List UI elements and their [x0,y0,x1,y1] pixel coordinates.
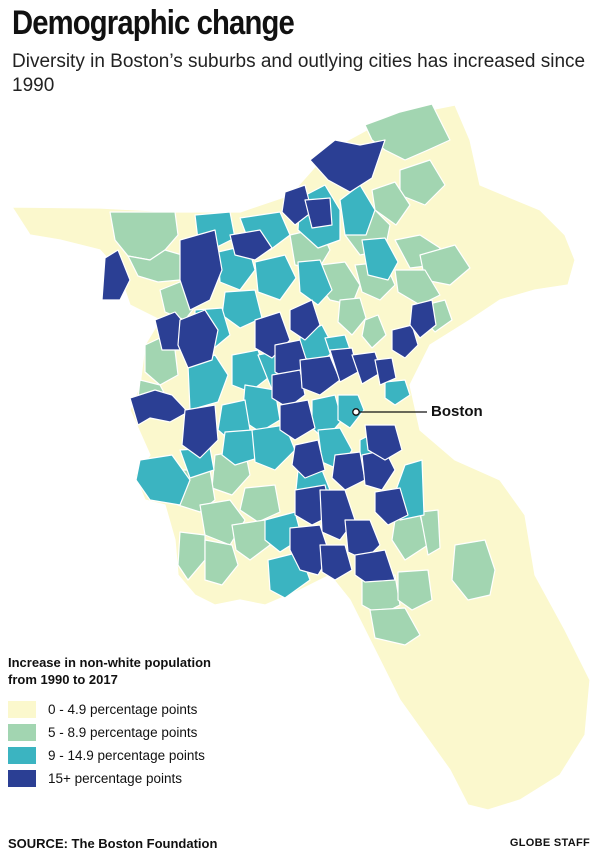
municipality [101,249,131,301]
municipality [289,524,331,576]
municipality [181,404,219,459]
municipality [374,357,397,386]
legend-label: 9 - 14.9 percentage points [48,748,205,763]
municipality [177,309,219,369]
municipality [231,519,271,561]
legend-title-line2: from 1990 to 2017 [8,672,118,687]
page-subtitle: Diversity in Boston’s suburbs and outlyi… [12,51,586,96]
legend-swatch [8,770,36,787]
municipality [409,299,437,339]
municipality [229,229,273,261]
municipality [254,254,297,301]
legend-item: 0 - 4.9 percentage points [8,698,308,721]
municipality [361,237,399,281]
legend-label: 5 - 8.9 percentage points [48,725,198,740]
legend-item: 5 - 8.9 percentage points [8,721,308,744]
municipality [384,379,411,406]
municipality [135,454,191,506]
legend-label: 0 - 4.9 percentage points [48,702,198,717]
municipality [451,539,496,601]
boston-marker [352,408,360,416]
municipality [319,544,353,581]
municipality [354,549,396,583]
municipality [297,259,333,306]
municipality [281,184,313,226]
municipality [299,355,341,396]
municipality [374,487,409,526]
municipality [179,229,223,311]
page-title: Demographic change [12,4,295,42]
legend-title-line1: Increase in non-white population [8,655,211,670]
municipality [397,569,433,611]
credit-note: GLOBE STAFF [509,837,590,849]
municipality [391,324,419,359]
legend: Increase in non-white population from 19… [8,654,308,790]
municipality [129,389,189,426]
municipality [204,539,239,586]
legend-item: 15+ percentage points [8,767,308,790]
municipality [369,607,421,646]
municipality [337,394,365,429]
municipality [337,297,367,336]
legend-swatch [8,724,36,741]
municipality [309,139,386,193]
boston-label: Boston [431,403,483,420]
municipality [291,439,326,479]
municipality [177,531,206,581]
municipality [231,349,269,393]
municipality [279,399,316,441]
legend-title: Increase in non-white population from 19… [8,654,308,688]
municipality [239,484,281,523]
municipality [304,197,333,229]
municipality [289,299,321,341]
municipality [364,424,403,461]
municipality [331,451,366,491]
legend-label: 15+ percentage points [48,771,182,786]
legend-item: 9 - 14.9 percentage points [8,744,308,767]
municipality [221,429,259,466]
legend-swatch [8,701,36,718]
municipality [371,181,411,226]
municipality [361,314,387,349]
municipality [419,509,441,556]
legend-swatch [8,747,36,764]
source-note: SOURCE: The Boston Foundation [8,836,218,851]
